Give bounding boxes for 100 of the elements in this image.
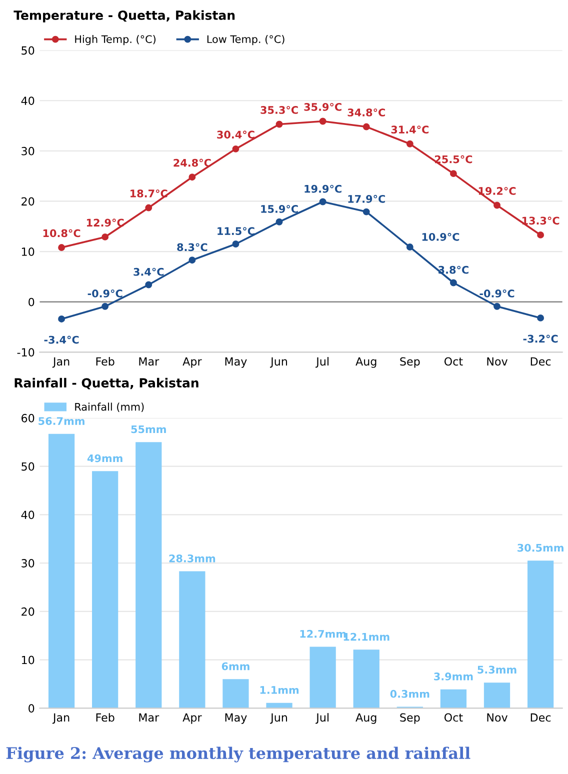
point [494,302,500,310]
point [494,202,500,209]
data-label: 3.4°C [134,268,164,276]
caption: Figure 2: Average monthly temperature and rainfall [6,746,470,762]
y-tick-label: 30 [22,146,34,156]
legend-label: High Temp. (°C) [75,35,156,46]
bar [527,560,554,708]
bar [484,682,510,708]
point [406,244,414,250]
bar [48,434,75,708]
x-tick-label: Apr [182,713,202,724]
bar [440,689,467,708]
point [276,218,283,226]
y-tick-label: 0 [28,704,34,713]
point [450,170,457,178]
point [188,174,196,181]
point [450,279,457,286]
data-label: 12.7mm [300,630,346,638]
point [362,123,370,130]
data-label: 8.3°C [177,243,208,252]
x-tick-label: Sep [400,713,420,724]
x-tick-label: Jan [52,713,70,724]
legend-label: Rainfall (mm) [75,402,144,412]
data-label: 10.8°C [43,229,80,238]
data-label: 56.7mm [38,417,84,425]
data-label: -3.4°C [44,336,79,344]
point [406,140,414,148]
point [537,314,544,322]
data-label: 17.9°C [348,194,385,203]
data-label: 15.9°C [261,204,298,213]
data-label: 13.3°C [522,216,560,225]
point [232,240,240,248]
data-label: 10.9°C [422,232,460,241]
x-tick-label: Jul [316,713,328,724]
data-label: 12.9°C [86,218,124,227]
bar [222,679,249,708]
data-label: 3.8°C [438,266,468,274]
y-tick-label: 40 [21,510,34,520]
data-label: 18.7°C [130,189,168,198]
data-label: 11.5°C [218,227,254,236]
x-tick-label: Dec [530,357,551,366]
data-label: 35.3°C [260,106,298,114]
y-tick-label: 20 [22,197,34,206]
y-tick-label: 20 [22,607,34,616]
data-label: 19.9°C [304,184,342,193]
y-tick-label: 30 [22,559,34,568]
point [102,233,109,240]
data-label: 3.9mm [434,672,473,680]
y-tick-label: 10 [22,656,34,664]
data-label: 25.5°C [435,155,472,164]
point [276,120,283,128]
data-label: 12.1mm [344,632,390,641]
x-tick-label: Oct [444,357,463,366]
data-label: 28.3mm [169,554,216,562]
bar [136,442,162,708]
y-tick-label: 0 [28,298,34,306]
x-tick-label: Nov [487,357,508,366]
data-label: 34.8°C [348,108,385,116]
y-tick-label: -10 [17,348,34,357]
y-tick-label: 50 [22,46,34,55]
bar [179,571,206,708]
data-label: 0.3mm [390,690,430,698]
point [232,145,240,152]
point [319,198,326,206]
y-tick-label: 60 [22,414,34,422]
legend-label: Low Temp. (°C) [207,35,284,46]
data-label: -0.9°C [88,289,122,298]
bar [310,646,336,708]
point [537,231,544,238]
x-tick-label: Aug [356,357,376,368]
x-tick-label: Apr [182,357,202,368]
data-label: 35.9°C [304,102,342,111]
x-tick-label: Oct [444,713,463,722]
x-tick-label: May [225,357,247,368]
data-label: -3.2°C [523,334,558,343]
point [319,118,326,125]
data-label: 31.4°C [391,126,429,134]
x-tick-label: Jun [270,713,288,724]
point [362,208,370,216]
data-label: 55mm [131,425,166,434]
y-tick-label: 40 [21,96,34,105]
x-tick-label: Dec [530,713,551,722]
x-tick-label: Sep [400,357,420,368]
data-label: 30.4°C [217,130,254,139]
data-label: 1.1mm [260,686,299,694]
data-label: 49mm [87,454,122,462]
data-label: 6mm [222,662,250,670]
bar [92,471,118,708]
x-tick-label: Mar [139,357,160,366]
chart-title: Rainfall - Quetta, Pakistan [14,378,198,390]
point [145,204,152,212]
x-tick-label: Aug [356,713,376,724]
y-tick-label: 50 [22,462,34,471]
point [102,302,109,310]
x-tick-label: Feb [96,713,114,722]
point [58,315,66,322]
x-tick-label: Nov [487,713,508,722]
point [145,281,152,288]
data-label: 19.2°C [478,186,516,195]
point [58,244,66,251]
